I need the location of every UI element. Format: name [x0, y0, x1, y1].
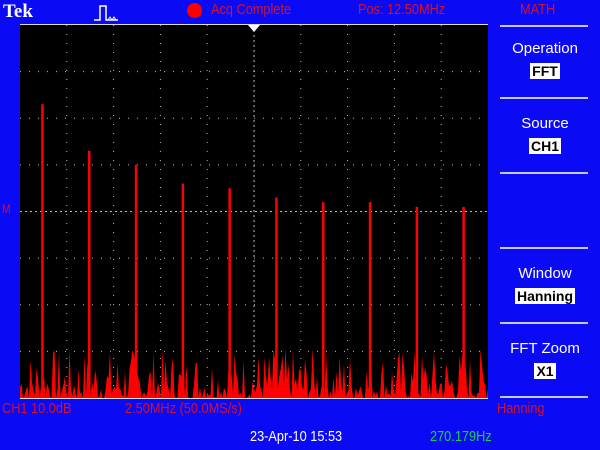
acq-status: Acq Complete: [211, 1, 292, 18]
fft-plot: [20, 25, 488, 398]
menu-label: Window: [518, 265, 572, 282]
menu-divider: [500, 396, 588, 398]
acq-status-icon: [187, 3, 202, 18]
math-marker: M: [2, 202, 11, 216]
menu-divider: [500, 97, 588, 99]
position-readout: Pos: 12.50MHz: [358, 1, 446, 18]
ch1-scale: CH1 10.0dB: [2, 400, 72, 417]
menu-divider: [500, 25, 588, 27]
menu-value: FFT: [530, 63, 560, 79]
frequency-scale: 2.50MHz (50.0MS/s): [125, 400, 242, 417]
window-readout: Hanning: [497, 400, 545, 417]
menu-value: X1: [534, 363, 556, 379]
menu-value: Hanning: [515, 288, 575, 304]
menu-label: Source: [521, 115, 569, 132]
menu-divider: [500, 247, 588, 249]
pulse-trigger-icon: [94, 5, 118, 21]
brand-logo: Tek: [3, 1, 33, 22]
trigger-position-marker: [248, 25, 260, 32]
trigger-frequency: 270.179Hz: [430, 428, 492, 445]
menu-divider: [500, 322, 588, 324]
menu-value: CH1: [528, 138, 561, 154]
menu-title: MATH: [520, 1, 556, 18]
datetime: 23-Apr-10 15:53: [250, 428, 343, 445]
menu-label: Operation: [512, 40, 578, 57]
waveform-display: [20, 24, 488, 399]
menu-divider: [500, 172, 588, 174]
menu-label: FFT Zoom: [510, 340, 580, 357]
